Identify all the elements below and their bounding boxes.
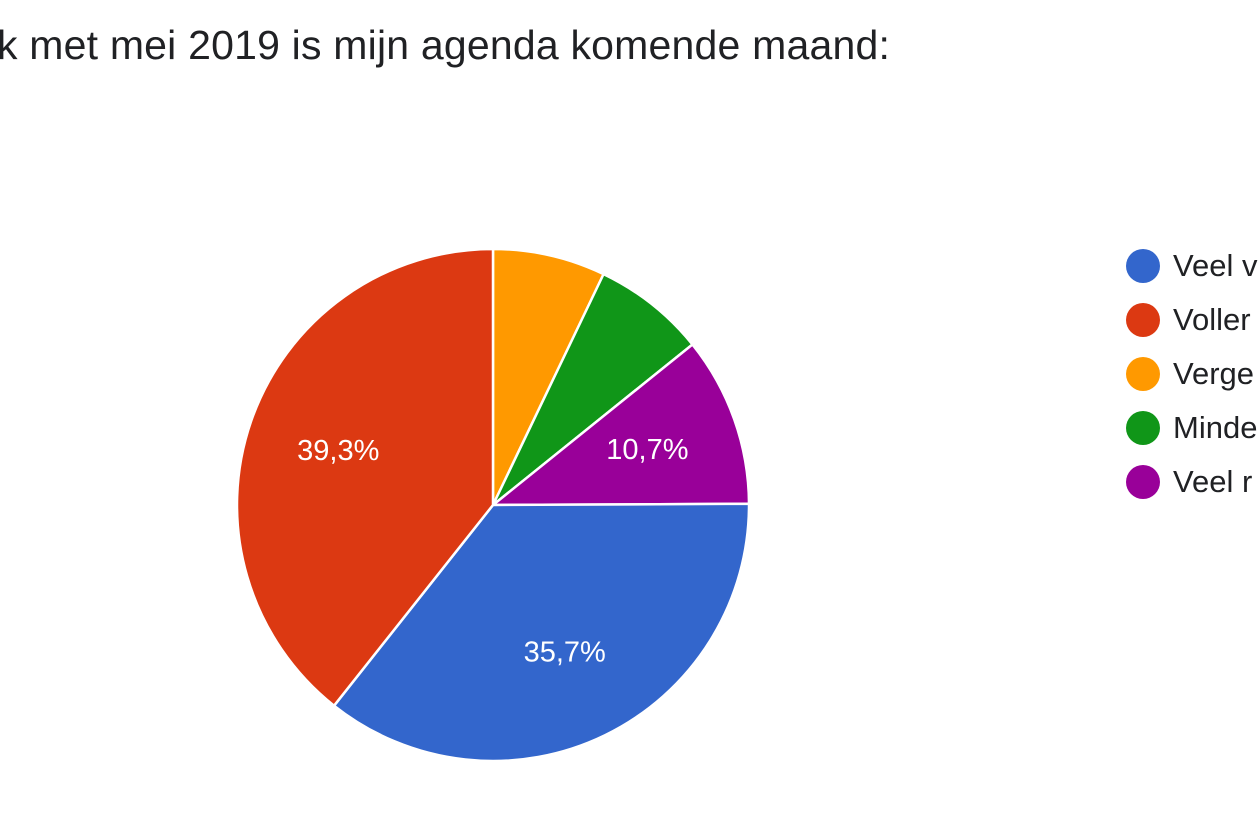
legend-item[interactable]: Veel r [1126,462,1257,502]
legend-label: Minde [1173,410,1258,445]
pie-slice[interactable] [332,502,751,763]
legend-label: Veel r [1173,464,1253,499]
pie-slice[interactable] [491,247,605,507]
legend-item[interactable]: Verge [1126,354,1257,394]
legend-label: Voller [1173,302,1251,337]
legend-item[interactable]: Voller [1126,300,1257,340]
legend-label: Verge [1173,356,1255,391]
pie-slice[interactable] [491,272,694,507]
pie-slice[interactable] [491,343,751,507]
legend-color-swatch [1126,411,1160,445]
legend-item[interactable]: Veel v [1126,246,1257,286]
legend-color-swatch [1126,303,1160,337]
legend-label: Veel v [1173,248,1258,283]
legend-item[interactable]: Minde [1126,408,1257,448]
pie-slice-labels: 10,7% 35,7% 39,3% [297,434,688,668]
pie-slices [235,247,751,763]
slice-value-label: 35,7% [524,636,606,668]
slice-value-label: 10,7% [606,434,688,466]
legend-color-swatch [1126,249,1160,283]
legend-color-swatch [1126,465,1160,499]
chart-title: k met mei 2019 is mijn agenda komende ma… [0,22,891,68]
slice-value-label: 39,3% [297,435,379,467]
chart-legend: Veel v Voller Verge Minde Veel r [1126,246,1257,516]
pie-slice[interactable] [235,247,495,707]
legend-color-swatch [1126,357,1160,391]
